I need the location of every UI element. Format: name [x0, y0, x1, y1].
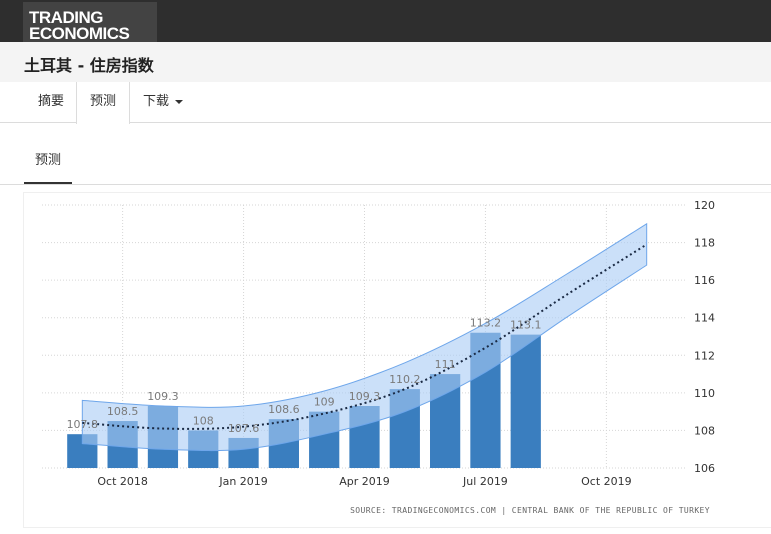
x-tick-label-3: Jul 2019: [462, 475, 508, 488]
y-tick-label-5: 116: [694, 274, 715, 287]
data-labels: 107.8 108.5 109.3 108 107.6 108.6 109 109.3 110.…: [67, 317, 542, 435]
logo-line-2: ECONOMICS: [29, 24, 130, 43]
data-label-6: 109: [314, 396, 335, 409]
data-label-8: 110.2: [389, 373, 421, 386]
data-label-2: 109.3: [147, 390, 179, 403]
data-label-1: 108.5: [107, 405, 139, 418]
sub-tabs: 预测: [0, 140, 771, 185]
y-tick-label-2: 110: [694, 387, 715, 400]
y-tick-label-6: 118: [694, 237, 715, 250]
data-label-0: 107.8: [67, 418, 99, 431]
tab-download[interactable]: 下载: [143, 82, 184, 122]
logo-line-1: TRADING: [29, 8, 103, 27]
x-tick-label-1: Jan 2019: [218, 475, 267, 488]
data-label-7: 109.3: [349, 390, 381, 403]
tab-forecast[interactable]: 预测: [76, 82, 131, 124]
y-tick-label-4: 114: [694, 312, 715, 325]
forecast-chart: 107.8 108.5 109.3 108 107.6 108.6 109 109.3 110.…: [42, 199, 715, 515]
x-tick-label-4: Oct 2019: [581, 475, 632, 488]
y-tick-label-7: 120: [694, 199, 715, 212]
data-label-10: 113.2: [470, 317, 502, 330]
y-tick-label-0: 106: [694, 462, 715, 475]
source-note[interactable]: SOURCE: TRADINGECONOMICS.COM | CENTRAL B…: [350, 506, 710, 515]
data-label-5: 108.6: [268, 403, 300, 416]
y-tick-label-3: 112: [694, 349, 715, 362]
nav-tabs: 摘要 预测 下载: [0, 82, 771, 124]
x-axis: Oct 2018 Jan 2019 Apr 2019 Jul 2019 Oct 2019: [97, 475, 631, 488]
x-tick-label-2: Apr 2019: [339, 475, 390, 488]
forecast-trend-line: [82, 243, 648, 430]
bar-11[interactable]: [510, 334, 541, 468]
data-label-9: 111: [435, 358, 456, 371]
title-band: [0, 42, 771, 82]
data-label-11: 113.1: [510, 319, 542, 332]
x-tick-label-0: Oct 2018: [97, 475, 148, 488]
caret-down-icon: [175, 99, 184, 104]
y-tick-label-1: 108: [694, 424, 715, 437]
data-label-3: 108: [193, 414, 214, 427]
tab-summary[interactable]: 摘要: [38, 94, 65, 109]
chart-container: 107.8 108.5 109.3 108 107.6 108.6 109 109.3 110.…: [23, 192, 771, 528]
page-title: 土耳其 - 住房指数: [24, 56, 154, 75]
subtab-forecast[interactable]: 预测: [24, 140, 72, 184]
y-axis: 106 108 110 112 114 116 118 120: [694, 199, 715, 475]
tab-download-label: 下载: [143, 94, 170, 109]
data-label-4: 107.6: [228, 422, 260, 435]
trading-economics-logo[interactable]: TRADING ECONOMICS: [23, 2, 157, 48]
forecast-trend: [82, 243, 648, 430]
